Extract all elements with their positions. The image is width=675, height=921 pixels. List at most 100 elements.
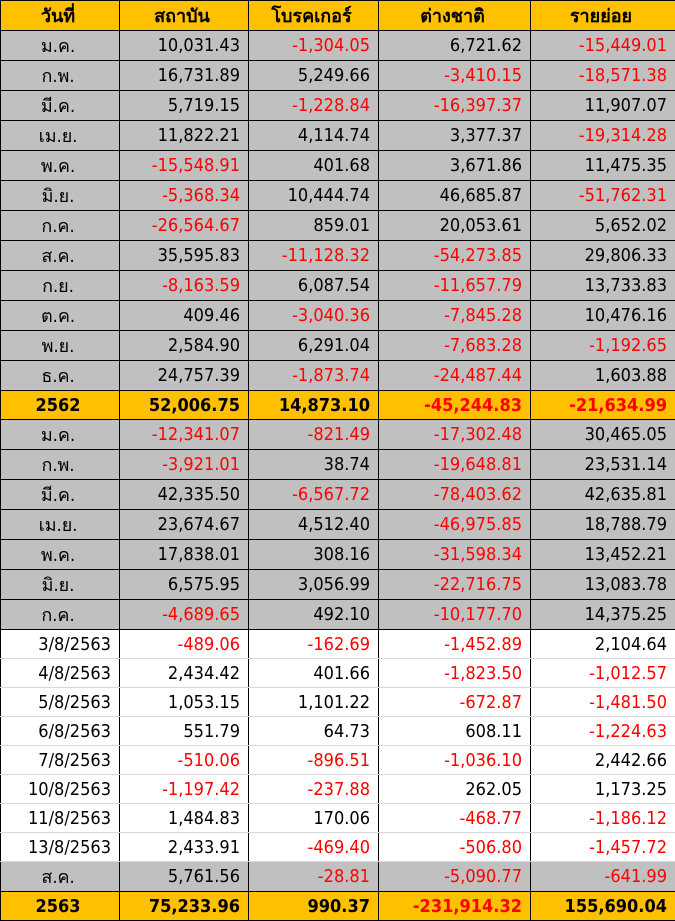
retail-cell: -641.99 <box>531 862 675 892</box>
broker-cell: 170.06 <box>249 804 379 833</box>
retail-cell: -1,192.65 <box>531 331 675 361</box>
foreign-cell: -231,914.32 <box>379 892 531 921</box>
foreign-cell: 3,671.86 <box>379 151 531 181</box>
date-cell: 10/8/2563 <box>1 775 120 804</box>
date-cell: พ.ค. <box>1 540 120 570</box>
broker-cell: 38.74 <box>249 450 379 480</box>
institution-cell: 1,053.15 <box>120 688 249 717</box>
broker-cell: -11,128.32 <box>249 241 379 271</box>
foreign-cell: -46,975.85 <box>379 510 531 540</box>
retail-cell: 23,531.14 <box>531 450 675 480</box>
date-cell: 5/8/2563 <box>1 688 120 717</box>
retail-cell: 2,104.64 <box>531 630 675 659</box>
date-cell: ม.ค. <box>1 31 120 61</box>
institution-cell: 42,335.50 <box>120 480 249 510</box>
header-broker: โบรคเกอร์ <box>249 1 379 31</box>
institution-cell: 17,838.01 <box>120 540 249 570</box>
date-cell: ส.ค. <box>1 862 120 892</box>
broker-cell: -469.40 <box>249 833 379 862</box>
broker-cell: -237.88 <box>249 775 379 804</box>
foreign-cell: 262.05 <box>379 775 531 804</box>
foreign-cell: -19,648.81 <box>379 450 531 480</box>
institution-cell: 24,757.39 <box>120 361 249 391</box>
header-foreign: ต่างชาติ <box>379 1 531 31</box>
header-row: วันที่ สถาบัน โบรคเกอร์ ต่างชาติ รายย่อย <box>1 1 675 31</box>
date-cell: ม.ค. <box>1 420 120 450</box>
retail-cell: -21,634.99 <box>531 391 675 420</box>
date-cell: 2562 <box>1 391 120 420</box>
retail-cell: 1,603.88 <box>531 361 675 391</box>
institution-cell: -5,368.34 <box>120 181 249 211</box>
broker-cell: 492.10 <box>249 600 379 630</box>
foreign-cell: -7,845.28 <box>379 301 531 331</box>
broker-cell: -896.51 <box>249 746 379 775</box>
retail-cell: -1,224.63 <box>531 717 675 746</box>
broker-cell: 14,873.10 <box>249 391 379 420</box>
broker-cell: 6,087.54 <box>249 271 379 301</box>
institution-cell: 2,584.90 <box>120 331 249 361</box>
retail-cell: 10,476.16 <box>531 301 675 331</box>
broker-cell: 64.73 <box>249 717 379 746</box>
broker-cell: 859.01 <box>249 211 379 241</box>
date-cell: มี.ค. <box>1 91 120 121</box>
institution-cell: 35,595.83 <box>120 241 249 271</box>
retail-cell: -15,449.01 <box>531 31 675 61</box>
retail-cell: 11,475.35 <box>531 151 675 181</box>
foreign-cell: -3,410.15 <box>379 61 531 91</box>
date-cell: 11/8/2563 <box>1 804 120 833</box>
broker-cell: 401.68 <box>249 151 379 181</box>
broker-cell: 10,444.74 <box>249 181 379 211</box>
institution-cell: 2,433.91 <box>120 833 249 862</box>
foreign-cell: -11,657.79 <box>379 271 531 301</box>
date-cell: ธ.ค. <box>1 361 120 391</box>
foreign-cell: -22,716.75 <box>379 570 531 600</box>
foreign-cell: -468.77 <box>379 804 531 833</box>
broker-cell: 3,056.99 <box>249 570 379 600</box>
broker-cell: 4,114.74 <box>249 121 379 151</box>
date-cell: ส.ค. <box>1 241 120 271</box>
broker-cell: -28.81 <box>249 862 379 892</box>
date-cell: ก.ย. <box>1 271 120 301</box>
month-row: ส.ค.5,761.56-28.81-5,090.77-641.99 <box>1 862 675 892</box>
institution-cell: 551.79 <box>120 717 249 746</box>
foreign-cell: -1,823.50 <box>379 659 531 688</box>
broker-cell: 308.16 <box>249 540 379 570</box>
foreign-cell: 3,377.37 <box>379 121 531 151</box>
broker-cell: 990.37 <box>249 892 379 921</box>
institution-cell: -489.06 <box>120 630 249 659</box>
retail-cell: -1,481.50 <box>531 688 675 717</box>
broker-cell: -821.49 <box>249 420 379 450</box>
institution-cell: -8,163.59 <box>120 271 249 301</box>
retail-cell: -51,762.31 <box>531 181 675 211</box>
retail-cell: -1,012.57 <box>531 659 675 688</box>
header-date: วันที่ <box>1 1 120 31</box>
retail-cell: 13,083.78 <box>531 570 675 600</box>
institution-cell: -12,341.07 <box>120 420 249 450</box>
date-cell: 3/8/2563 <box>1 630 120 659</box>
institution-cell: 1,484.83 <box>120 804 249 833</box>
institution-cell: -26,564.67 <box>120 211 249 241</box>
foreign-cell: -506.80 <box>379 833 531 862</box>
foreign-cell: -78,403.62 <box>379 480 531 510</box>
date-cell: มี.ค. <box>1 480 120 510</box>
retail-cell: 13,452.21 <box>531 540 675 570</box>
institution-cell: -3,921.01 <box>120 450 249 480</box>
retail-cell: -1,186.12 <box>531 804 675 833</box>
date-cell: 7/8/2563 <box>1 746 120 775</box>
institution-cell: 6,575.95 <box>120 570 249 600</box>
